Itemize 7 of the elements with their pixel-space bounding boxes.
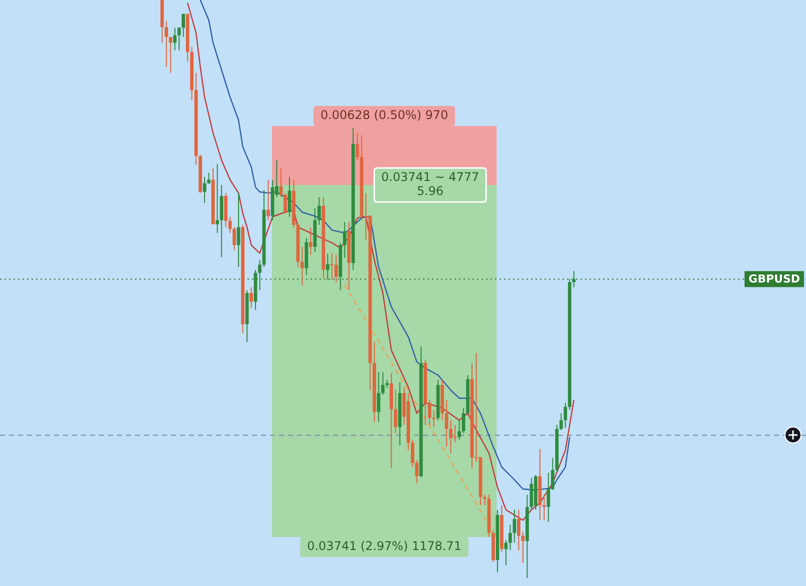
- annotation: 0.03741 (2.97%) 1178.71: [307, 539, 462, 554]
- ref-line-label: GBPUSD: [748, 272, 800, 286]
- candlestick: [330, 253, 334, 280]
- annotation: 0.03741 ~ 4777 5.96: [381, 170, 480, 198]
- annotation: 0.00628 (0.50%) 970: [320, 108, 448, 122]
- candlestick: [542, 494, 546, 520]
- candlestick: [216, 164, 220, 233]
